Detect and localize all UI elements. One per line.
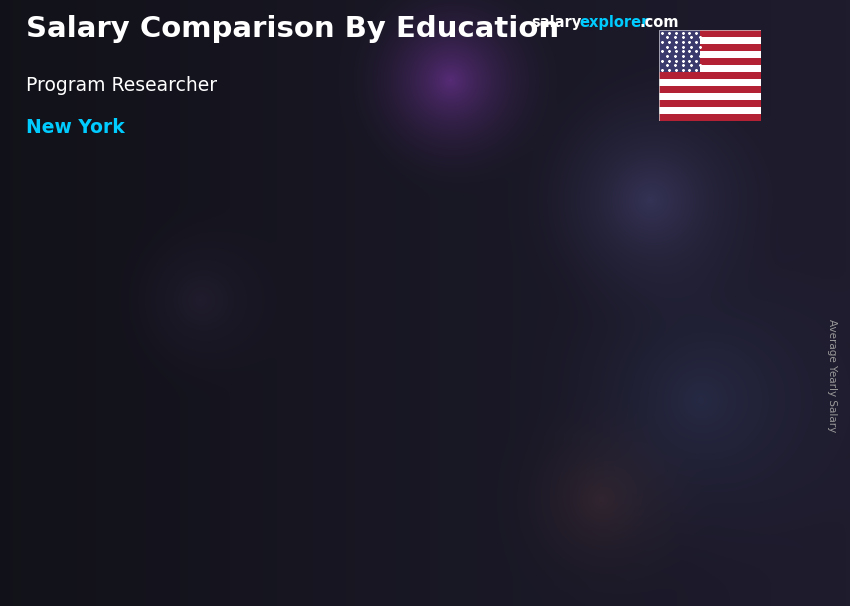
Bar <box>659 58 761 65</box>
Text: +45%: +45% <box>388 265 445 283</box>
Text: .com: .com <box>639 15 678 30</box>
Polygon shape <box>217 407 227 521</box>
Polygon shape <box>633 266 737 271</box>
Text: Salary Comparison By Education: Salary Comparison By Education <box>26 15 558 43</box>
Text: +31%: +31% <box>558 205 615 224</box>
Bar <box>659 107 761 114</box>
Polygon shape <box>633 271 641 521</box>
Bar <box>659 86 761 93</box>
Polygon shape <box>463 330 557 521</box>
Text: explorer: explorer <box>580 15 649 30</box>
Bar <box>659 52 761 58</box>
Bar <box>659 100 761 107</box>
Polygon shape <box>463 330 471 521</box>
Bar <box>659 44 761 52</box>
Polygon shape <box>123 409 217 521</box>
Text: New York: New York <box>26 118 124 137</box>
Bar <box>659 30 700 72</box>
Text: Program Researcher: Program Researcher <box>26 76 217 95</box>
Text: 77,500 USD: 77,500 USD <box>284 368 362 382</box>
Text: 65,900 USD: 65,900 USD <box>114 388 192 401</box>
Polygon shape <box>727 266 737 521</box>
Bar <box>659 38 761 44</box>
Text: +18%: +18% <box>218 324 275 342</box>
Text: 147,000 USD: 147,000 USD <box>620 249 706 262</box>
Polygon shape <box>633 271 727 521</box>
Bar <box>659 79 761 86</box>
Text: 112,000 USD: 112,000 USD <box>450 310 536 323</box>
Polygon shape <box>209 409 217 521</box>
Bar <box>659 65 761 72</box>
Polygon shape <box>387 387 397 521</box>
Polygon shape <box>379 389 387 521</box>
Polygon shape <box>293 389 387 521</box>
Polygon shape <box>123 407 227 409</box>
Bar <box>659 72 761 79</box>
Polygon shape <box>549 330 557 521</box>
Text: Average Yearly Salary: Average Yearly Salary <box>827 319 837 432</box>
Polygon shape <box>719 271 727 521</box>
Polygon shape <box>123 409 131 521</box>
Polygon shape <box>293 389 301 521</box>
Polygon shape <box>293 387 397 389</box>
Polygon shape <box>557 327 567 521</box>
Bar <box>659 30 761 38</box>
Text: salary: salary <box>531 15 581 30</box>
Polygon shape <box>463 327 567 330</box>
Bar <box>659 93 761 100</box>
Bar <box>659 114 761 121</box>
